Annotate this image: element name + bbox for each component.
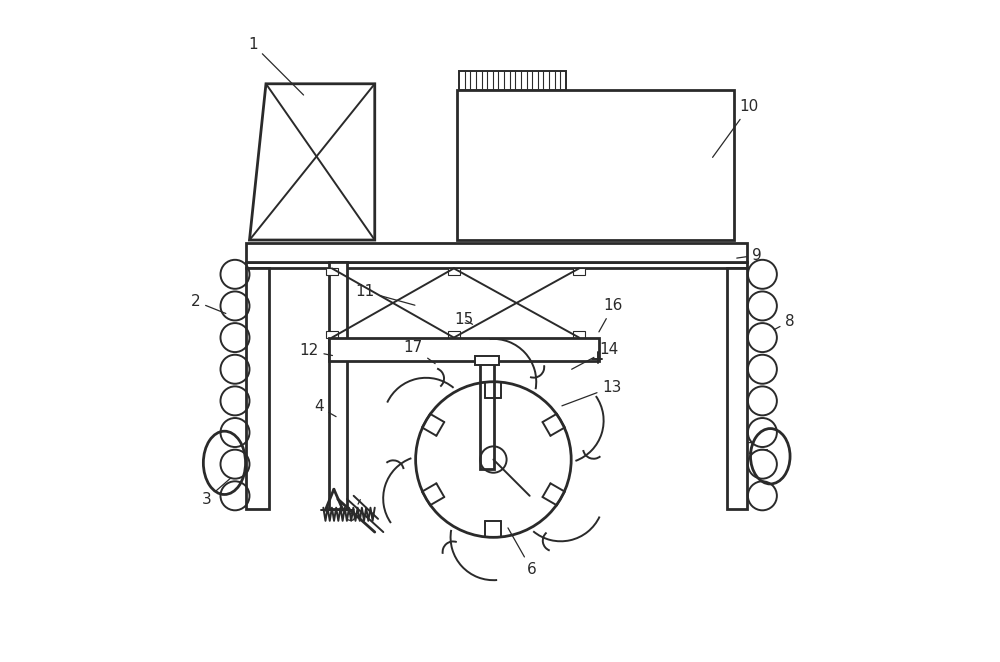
Text: 17: 17 bbox=[403, 340, 435, 363]
Bar bbox=[475, 356, 499, 365]
Bar bbox=[329, 338, 599, 361]
Text: 3: 3 bbox=[202, 478, 231, 506]
Text: 9: 9 bbox=[737, 248, 762, 263]
Bar bbox=[246, 268, 269, 509]
Bar bbox=[573, 331, 585, 338]
Bar bbox=[727, 268, 747, 509]
Bar bbox=[329, 261, 347, 509]
Bar bbox=[459, 71, 566, 91]
Text: 7: 7 bbox=[746, 442, 768, 457]
Text: 2: 2 bbox=[191, 294, 226, 314]
Text: 1: 1 bbox=[248, 36, 304, 95]
Text: 10: 10 bbox=[713, 99, 759, 158]
Text: 12: 12 bbox=[299, 344, 332, 358]
Text: 16: 16 bbox=[599, 299, 623, 332]
Bar bbox=[448, 268, 460, 275]
Text: 4: 4 bbox=[314, 399, 336, 416]
Text: 6: 6 bbox=[508, 528, 537, 577]
Bar bbox=[480, 361, 494, 469]
Bar bbox=[246, 261, 747, 268]
Bar bbox=[457, 91, 734, 240]
Polygon shape bbox=[249, 84, 375, 240]
Bar bbox=[448, 331, 460, 338]
Bar bbox=[326, 268, 338, 275]
Text: 5: 5 bbox=[347, 500, 360, 524]
Bar bbox=[573, 268, 585, 275]
Text: 15: 15 bbox=[454, 312, 473, 326]
Text: 13: 13 bbox=[562, 379, 622, 406]
Bar bbox=[326, 331, 338, 338]
Text: 11: 11 bbox=[355, 284, 415, 305]
Text: 14: 14 bbox=[572, 342, 618, 369]
Text: 8: 8 bbox=[774, 314, 795, 330]
Bar bbox=[246, 244, 747, 261]
